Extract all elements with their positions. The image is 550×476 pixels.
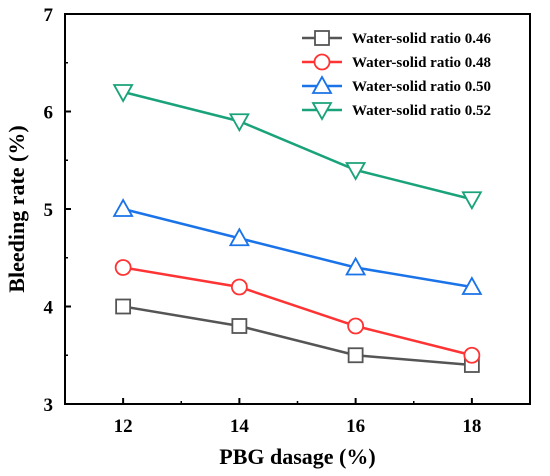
data-point-square: [314, 30, 330, 46]
y-tick-label: 5: [44, 200, 54, 221]
data-point-triangle-down: [345, 162, 367, 181]
data-point-circle: [463, 346, 481, 364]
data-point-triangle-up: [461, 276, 483, 295]
series-line: [122, 266, 473, 357]
data-point-triangle-down: [311, 102, 333, 121]
series-line: [122, 305, 472, 367]
series-line: [122, 90, 473, 201]
y-tick-label: 6: [44, 103, 54, 124]
data-point-circle: [114, 259, 132, 276]
data-point-triangle-up: [345, 256, 367, 276]
data-point-square: [231, 318, 248, 334]
y-tick-label: 7: [44, 5, 54, 26]
plot-frame: [64, 13, 531, 405]
legend-label: Water-solid ratio 0.50: [352, 79, 491, 95]
series-group: [112, 198, 483, 295]
series-line: [122, 207, 473, 289]
x-tick-label: 16: [346, 416, 365, 437]
series-group: [115, 298, 480, 373]
series-group: [112, 84, 483, 211]
data-point-triangle-up: [311, 75, 333, 94]
data-point-square: [347, 347, 364, 364]
y-tick-label: 4: [44, 298, 54, 319]
legend-entry: Water-solid ratio 0.48: [302, 53, 491, 71]
data-point-triangle-up: [228, 227, 250, 247]
x-tick-label: 14: [230, 416, 250, 437]
data-point-triangle-down: [461, 191, 483, 211]
data-point-circle: [230, 278, 248, 296]
data-point-circle: [313, 53, 331, 71]
legend-entry: Water-solid ratio 0.52: [302, 102, 491, 121]
x-tick-label: 18: [462, 416, 481, 437]
data-point-triangle-down: [228, 113, 250, 133]
x-axis-title: PBG dasage (%): [219, 444, 375, 469]
data-point-square: [115, 298, 132, 315]
legend-label: Water-solid ratio 0.46: [352, 31, 492, 47]
data-point-circle: [347, 317, 365, 335]
legend-label: Water-solid ratio 0.48: [352, 55, 491, 71]
series-group: [114, 259, 481, 364]
data-point-triangle-down: [112, 84, 134, 103]
legend-label: Water-solid ratio 0.52: [352, 103, 491, 119]
y-axis-title: Bleeding rate (%): [4, 125, 29, 292]
x-tick-label: 12: [114, 416, 133, 437]
legend-entry: Water-solid ratio 0.50: [302, 75, 491, 95]
y-tick-label: 3: [44, 395, 54, 416]
data-point-triangle-up: [112, 198, 134, 217]
legend-entry: Water-solid ratio 0.46: [302, 30, 492, 47]
